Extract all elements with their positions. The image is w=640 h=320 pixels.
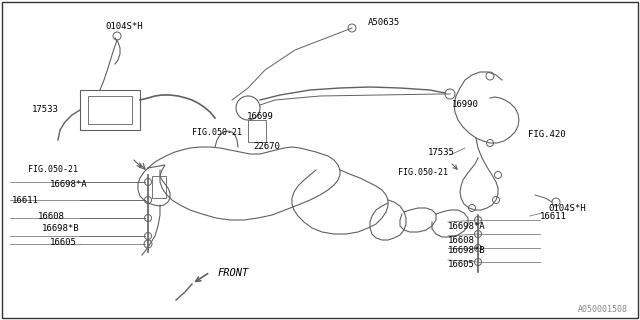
Text: 22670: 22670	[253, 142, 280, 151]
Text: 16611: 16611	[12, 196, 39, 205]
Text: FIG.050-21: FIG.050-21	[28, 165, 78, 174]
Text: FIG.050-21: FIG.050-21	[398, 168, 448, 177]
Bar	[152, 176, 166, 198]
Text: 16698*A: 16698*A	[448, 222, 486, 231]
Text: 17533: 17533	[32, 105, 59, 114]
Text: 16611: 16611	[540, 212, 567, 221]
Text: FIG.420: FIG.420	[528, 130, 566, 139]
Text: FIG.050-21: FIG.050-21	[192, 128, 242, 137]
Text: 16699: 16699	[247, 112, 274, 121]
Text: 16605: 16605	[50, 238, 77, 247]
Text: 0104S*H: 0104S*H	[105, 22, 143, 31]
Text: 16608: 16608	[38, 212, 65, 221]
Text: 16698*B: 16698*B	[448, 246, 486, 255]
Bar	[248, 120, 266, 142]
Bar	[80, 90, 140, 130]
Text: 0104S*H: 0104S*H	[548, 204, 586, 213]
Text: 16698*A: 16698*A	[50, 180, 88, 189]
Text: FRONT: FRONT	[218, 268, 249, 278]
Text: 16698*B: 16698*B	[42, 224, 79, 233]
Text: 16605: 16605	[448, 260, 475, 269]
Text: A50635: A50635	[368, 18, 400, 27]
Text: 16608: 16608	[448, 236, 475, 245]
Text: 16990: 16990	[452, 100, 479, 109]
Text: A050001508: A050001508	[578, 305, 628, 314]
Text: 17535: 17535	[428, 148, 455, 157]
Bar	[88, 96, 132, 124]
